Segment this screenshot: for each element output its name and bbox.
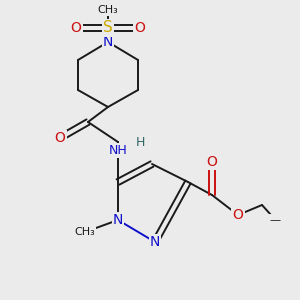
Text: O: O xyxy=(232,208,243,222)
Text: N: N xyxy=(150,235,160,249)
Text: CH₃: CH₃ xyxy=(75,227,95,237)
Text: O: O xyxy=(55,131,65,145)
Text: CH₃: CH₃ xyxy=(98,5,118,15)
Text: H: H xyxy=(135,136,145,148)
Text: S: S xyxy=(103,20,113,35)
Text: —: — xyxy=(269,215,281,225)
Text: O: O xyxy=(70,21,81,35)
Text: N: N xyxy=(113,213,123,227)
Text: NH: NH xyxy=(109,143,128,157)
Text: O: O xyxy=(135,21,146,35)
Text: N: N xyxy=(103,35,113,49)
Text: O: O xyxy=(207,155,218,169)
